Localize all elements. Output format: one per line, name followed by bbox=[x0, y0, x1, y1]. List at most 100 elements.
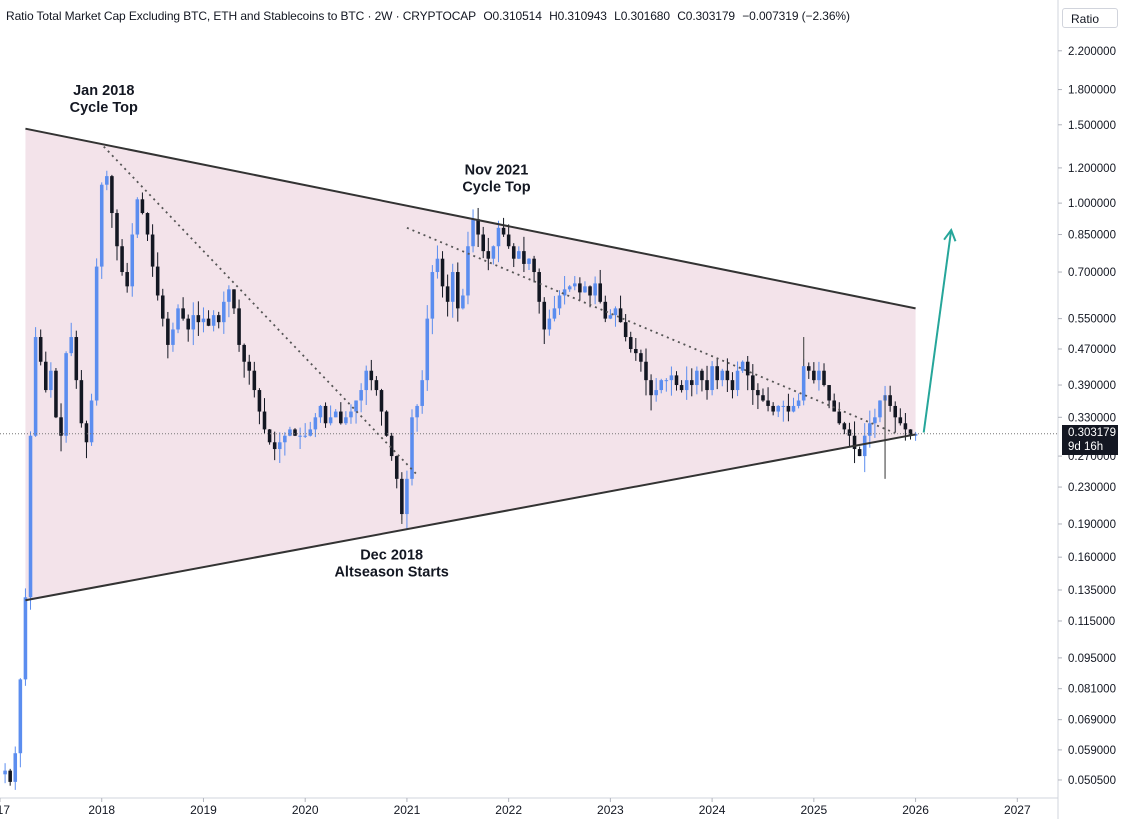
wedge-fill bbox=[25, 128, 916, 601]
last-price-tag: 0.303179 9d 16h bbox=[1062, 424, 1118, 455]
candle-body bbox=[852, 435, 857, 450]
candle-body bbox=[618, 308, 623, 323]
candle-body bbox=[669, 375, 674, 381]
y-tick-label: 0.160000 bbox=[1068, 552, 1116, 564]
x-tick-label: 2025 bbox=[800, 803, 827, 817]
x-tick-label: 2023 bbox=[597, 803, 624, 817]
candle-body bbox=[140, 199, 145, 214]
candle-body bbox=[486, 251, 491, 259]
candle-body bbox=[394, 456, 399, 479]
y-tick-label: 0.850000 bbox=[1068, 230, 1116, 242]
candle-body bbox=[364, 370, 369, 391]
candle-body bbox=[13, 753, 18, 782]
y-tick-label: 0.135000 bbox=[1068, 585, 1116, 597]
candle-body bbox=[49, 370, 53, 391]
candle-body bbox=[227, 289, 231, 302]
candle-body bbox=[456, 272, 460, 309]
candle-body bbox=[751, 375, 755, 391]
candle-body bbox=[435, 258, 440, 273]
y-tick-label: 0.470000 bbox=[1068, 344, 1116, 356]
x-tick-label: 2024 bbox=[699, 803, 726, 817]
candle-body bbox=[445, 286, 450, 302]
y-tick-label: 0.095000 bbox=[1068, 653, 1116, 665]
candle-body bbox=[288, 429, 292, 436]
candle-body bbox=[735, 370, 740, 391]
candle-body bbox=[649, 380, 653, 396]
candle-body bbox=[578, 283, 582, 293]
candle-body bbox=[603, 301, 608, 319]
candle-body bbox=[461, 295, 465, 309]
candle-body bbox=[547, 318, 552, 330]
candle-body bbox=[79, 380, 84, 424]
annotation-label: Cycle Top bbox=[462, 179, 530, 195]
candle-body bbox=[878, 400, 882, 418]
candle-body bbox=[496, 227, 501, 247]
candle-body bbox=[440, 258, 445, 287]
candle-body bbox=[54, 370, 58, 418]
symbol-title[interactable]: Ratio Total Market Cap Excluding BTC, ET… bbox=[6, 9, 477, 23]
candle-body bbox=[74, 337, 79, 381]
candle-body bbox=[247, 361, 252, 371]
candle-body bbox=[491, 246, 496, 259]
scale-mode-button[interactable]: Ratio bbox=[1062, 8, 1118, 28]
ohlc-change: −0.007319 (−2.36%) bbox=[742, 9, 850, 23]
candle-body bbox=[613, 308, 618, 316]
y-tick-label: 0.069000 bbox=[1068, 715, 1116, 727]
candle-body bbox=[28, 435, 33, 598]
candle-body bbox=[506, 234, 511, 247]
candle-body bbox=[623, 322, 628, 338]
candle-body bbox=[903, 423, 908, 430]
y-tick-label: 1.800000 bbox=[1068, 85, 1116, 97]
candle-body bbox=[537, 272, 541, 302]
candle-body bbox=[115, 213, 119, 247]
x-tick-label: 2019 bbox=[190, 803, 217, 817]
candle-body bbox=[176, 308, 180, 330]
candle-body bbox=[405, 478, 409, 515]
candle-body bbox=[99, 184, 104, 267]
candle-body bbox=[420, 380, 424, 406]
x-tick-label: 2022 bbox=[495, 803, 522, 817]
annotation-label: Dec 2018 bbox=[360, 548, 423, 564]
candle-body bbox=[222, 301, 226, 323]
annotation-label: Cycle Top bbox=[70, 100, 138, 116]
candle-body bbox=[532, 258, 536, 273]
y-tick-label: 0.190000 bbox=[1068, 519, 1116, 531]
x-tick-label: 2018 bbox=[88, 803, 115, 817]
candle-body bbox=[837, 411, 842, 424]
candle-body bbox=[267, 429, 272, 443]
candle-body bbox=[832, 400, 836, 412]
candle-body bbox=[120, 246, 124, 273]
candle-body bbox=[639, 353, 643, 362]
candle-body bbox=[740, 361, 745, 371]
projection-arrow bbox=[922, 229, 953, 433]
annotation-label: Jan 2018 bbox=[73, 83, 134, 99]
candle-body bbox=[634, 348, 638, 354]
candle-body bbox=[328, 417, 333, 424]
candle-body bbox=[761, 395, 765, 401]
candle-body bbox=[237, 308, 241, 345]
candle-body bbox=[674, 375, 679, 386]
candle-body bbox=[888, 395, 892, 406]
candle-body bbox=[272, 442, 277, 450]
candle-body bbox=[135, 199, 140, 235]
candle-body bbox=[511, 246, 516, 259]
candle-body bbox=[318, 405, 323, 418]
candle-body bbox=[598, 283, 602, 302]
y-tick-label: 0.550000 bbox=[1068, 314, 1116, 326]
trendline-lower bbox=[25, 433, 916, 602]
x-tick-label: 017 bbox=[0, 803, 10, 817]
x-tick-label: 2020 bbox=[292, 803, 319, 817]
trendline-upper bbox=[25, 127, 916, 310]
candle-body bbox=[415, 405, 419, 418]
candle-body bbox=[710, 366, 714, 391]
candle-body bbox=[313, 417, 318, 430]
candle-body bbox=[562, 289, 567, 296]
candle-body bbox=[791, 405, 796, 412]
y-tick-label: 0.330000 bbox=[1068, 412, 1116, 424]
candle-body bbox=[59, 417, 63, 436]
candle-body bbox=[766, 400, 770, 406]
candle-body bbox=[542, 301, 547, 330]
candle-body bbox=[806, 366, 811, 371]
candle-body bbox=[862, 435, 867, 457]
